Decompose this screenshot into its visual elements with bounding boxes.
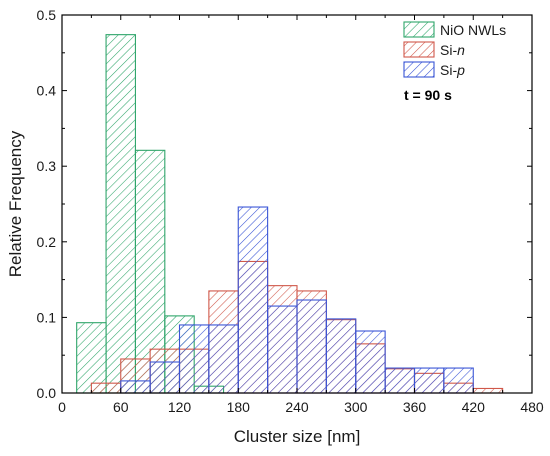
y-tick-label: 0.1 bbox=[37, 309, 57, 325]
bar-3-1 bbox=[120, 380, 151, 394]
bar-3-5 bbox=[237, 206, 269, 394]
bar-3-3 bbox=[178, 324, 210, 394]
legend-swatch-1 bbox=[403, 21, 435, 38]
bar-3-2 bbox=[149, 361, 181, 394]
bar-3-9 bbox=[355, 330, 386, 394]
legend-swatch-2 bbox=[403, 41, 435, 58]
y-tick-label: 0.4 bbox=[37, 83, 57, 99]
x-tick-label: 60 bbox=[113, 399, 129, 415]
x-tick-label: 0 bbox=[58, 399, 66, 415]
x-tick-label: 360 bbox=[403, 399, 427, 415]
bar-3-6 bbox=[267, 305, 298, 394]
bar-2-1 bbox=[90, 382, 122, 394]
ticks-layer: 0 60 120 180 240 300 360 420 480 0.0 0.1 0.2 0.3 0.4 0… bbox=[37, 7, 544, 415]
x-axis-title: Cluster size [nm] bbox=[234, 427, 361, 446]
bars-layer bbox=[76, 34, 504, 394]
bar-3-8 bbox=[325, 318, 357, 394]
bar-1-1 bbox=[76, 322, 107, 394]
legend: NiO NWLs Si-n Si-p bbox=[403, 21, 506, 78]
x-tick-label: 300 bbox=[344, 399, 368, 415]
legend-label-1: NiO NWLs bbox=[440, 22, 506, 38]
legend-swatch-3 bbox=[403, 61, 435, 78]
time-annotation: t = 90 s bbox=[404, 87, 452, 103]
x-tick-label: 240 bbox=[285, 399, 309, 415]
bar-1-2 bbox=[105, 34, 136, 394]
y-axis-title: Relative Frequency bbox=[6, 130, 25, 277]
legend-label-2: Si-n bbox=[440, 42, 465, 58]
bar-2-14 bbox=[472, 387, 504, 394]
bar-3-10 bbox=[384, 367, 416, 394]
x-tick-label: 480 bbox=[520, 399, 544, 415]
legend-label-3: Si-p bbox=[440, 62, 465, 78]
bar-3-4 bbox=[208, 324, 239, 394]
bar-3-7 bbox=[296, 299, 327, 394]
y-tick-label: 0.2 bbox=[37, 234, 57, 250]
y-tick-label: 0.5 bbox=[37, 7, 57, 23]
y-tick-label: 0.3 bbox=[37, 158, 57, 174]
x-tick-label: 120 bbox=[168, 399, 192, 415]
bar-3-12 bbox=[443, 367, 474, 394]
x-tick-label: 180 bbox=[227, 399, 251, 415]
bar-3-11 bbox=[413, 367, 445, 394]
y-tick-label: 0.0 bbox=[37, 385, 57, 401]
x-tick-label: 420 bbox=[462, 399, 486, 415]
series-3 bbox=[120, 206, 474, 394]
